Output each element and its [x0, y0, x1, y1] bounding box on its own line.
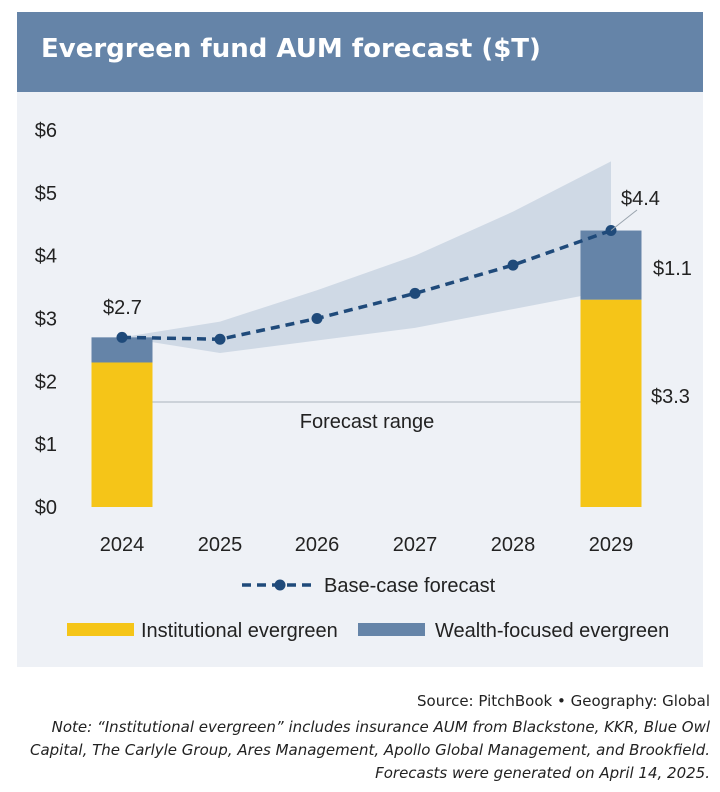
data-label-2029-institutional: $3.3: [651, 386, 690, 408]
y-tick-label: $3: [35, 309, 57, 331]
y-tick-label: $2: [35, 371, 57, 393]
note-text: Note: “Institutional evergreen” includes…: [29, 718, 710, 782]
callout-line-2029: [610, 209, 638, 231]
legend-label-institutional: Institutional evergreen: [141, 620, 338, 642]
bar-wealth-2029[interactable]: [580, 230, 642, 300]
x-tick-label: 2028: [491, 534, 536, 556]
base-case-point-2026[interactable]: [311, 313, 323, 324]
base-case-line: [121, 228, 612, 341]
base-case-point-2027[interactable]: [409, 287, 421, 299]
chart-panel: $0 $1 $2 $3 $4 $5 $6 Forecast range $2.7 $4.4 $1.1…: [17, 92, 703, 667]
y-tick-label: $4: [35, 246, 57, 268]
legend-swatch-institutional: [67, 623, 134, 636]
y-tick-label: $5: [35, 183, 57, 205]
base-case-point-2028[interactable]: [507, 259, 519, 271]
legend-label-wealth: Wealth-focused evergreen: [435, 620, 669, 642]
forecast-range-label: Forecast range: [300, 411, 435, 433]
x-tick-label: 2029: [589, 534, 634, 556]
x-tick-label: 2026: [295, 534, 340, 556]
data-label-2024-total: $2.7: [103, 297, 142, 319]
chart-title: Evergreen fund AUM forecast ($T): [41, 34, 541, 64]
bar-institutional-2024[interactable]: [91, 362, 153, 507]
base-case-point-2024[interactable]: [116, 331, 128, 343]
chart-svg: $0 $1 $2 $3 $4 $5 $6 Forecast range $2.7 $4.4 $1.1…: [35, 120, 692, 642]
bar-institutional-2029[interactable]: [580, 299, 642, 507]
source-text: Source: PitchBook • Geography: Global: [417, 692, 710, 710]
x-tick-label: 2024: [100, 534, 145, 556]
y-tick-label: $1: [35, 434, 57, 456]
legend-swatch-wealth: [358, 623, 425, 636]
legend-label-base-case: Base-case forecast: [324, 575, 496, 597]
data-label-2029-total: $4.4: [621, 188, 660, 210]
legend-line-marker: [274, 579, 286, 591]
x-tick-label: 2027: [393, 534, 438, 556]
x-tick-label: 2025: [198, 534, 243, 556]
y-tick-label: $6: [35, 120, 57, 142]
forecast-range-band: [122, 161, 611, 354]
data-label-2029-wealth: $1.1: [653, 258, 692, 280]
y-tick-label: $0: [35, 497, 57, 519]
chart-header: Evergreen fund AUM forecast ($T): [17, 12, 703, 92]
base-case-point-2025[interactable]: [214, 333, 226, 345]
